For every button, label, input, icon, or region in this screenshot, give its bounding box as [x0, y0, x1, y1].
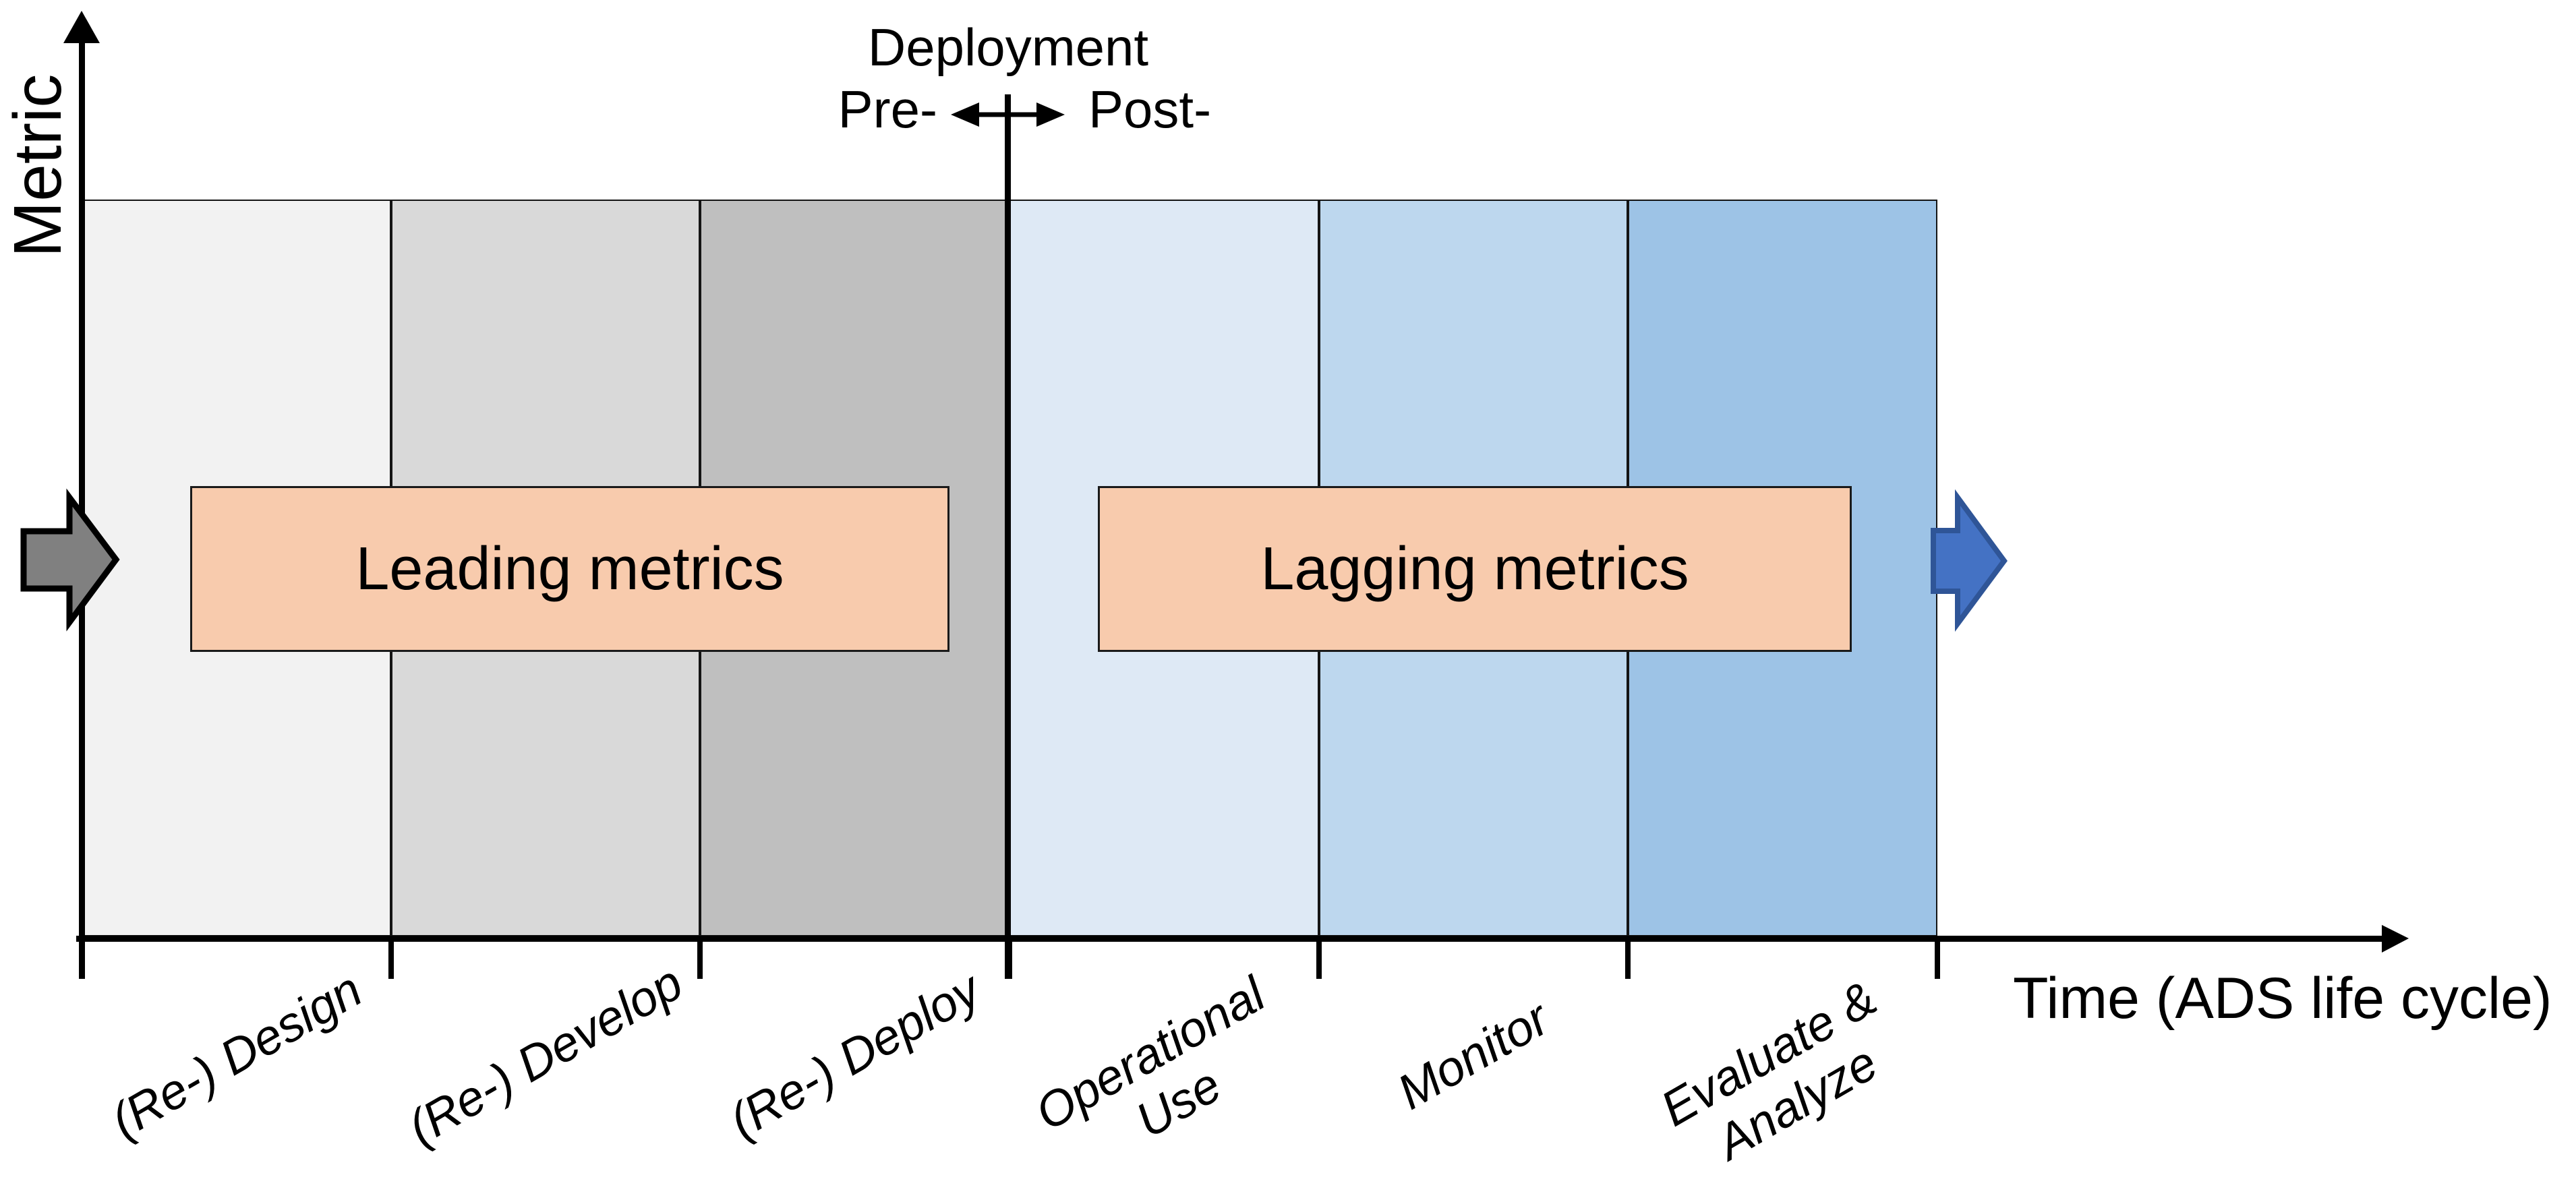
pre-deployment-label: Pre-: [838, 80, 937, 139]
leading-metrics-label: Leading metrics: [355, 535, 784, 603]
deployment-divider-line: [1005, 94, 1011, 979]
lagging-metrics-label: Lagging metrics: [1260, 535, 1689, 603]
post-arrowhead-icon: [1036, 102, 1065, 127]
pre-arrowhead-icon: [951, 102, 979, 127]
x-axis-label: Time (ADS life cycle): [2013, 966, 2552, 1031]
y-axis-line: [79, 39, 85, 979]
leading-metrics-box: Leading metrics: [190, 486, 949, 652]
x-axis-tick: [1935, 936, 1940, 979]
lagging-metrics-box: Lagging metrics: [1098, 486, 1852, 652]
post-deployment-label: Post-: [1088, 80, 1212, 139]
deployment-title: Deployment: [867, 18, 1149, 77]
x-axis-tick: [1316, 936, 1322, 979]
outflow-arrow-icon: [1931, 489, 2008, 632]
x-axis-tick: [697, 936, 703, 979]
x-axis-arrowhead-icon: [2382, 925, 2409, 953]
x-axis-tick: [79, 936, 84, 979]
x-axis-tick: [1625, 936, 1631, 979]
x-axis-tick: [1007, 936, 1012, 979]
x-axis-tick: [388, 936, 394, 979]
y-axis-arrowhead-icon: [63, 11, 100, 43]
x-axis-line: [76, 936, 2385, 942]
y-axis-label: Metric: [0, 73, 76, 258]
